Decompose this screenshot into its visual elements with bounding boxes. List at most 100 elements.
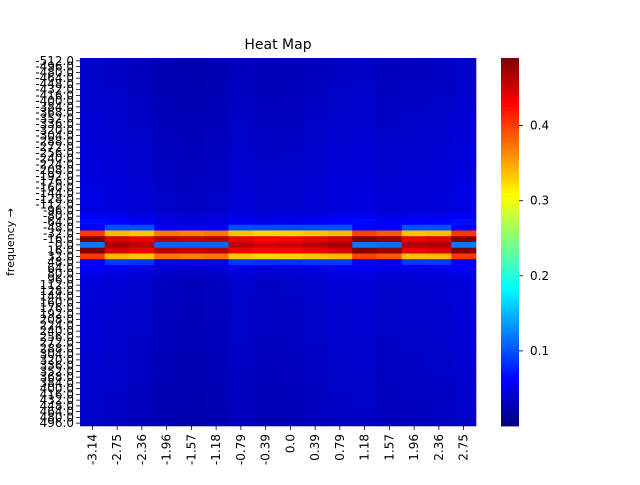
colorbar-segment <box>501 235 519 240</box>
heatmap-cell <box>278 316 304 323</box>
heatmap-cell <box>451 230 477 237</box>
heatmap-cell <box>302 247 328 254</box>
heatmap-cell <box>327 213 353 220</box>
heatmap-cell <box>278 420 304 427</box>
heatmap-cell <box>327 173 353 180</box>
y-tick-label: -64.0 <box>43 215 74 229</box>
heatmap-cell <box>179 345 205 352</box>
heatmap-cell <box>104 201 130 208</box>
heatmap-cell <box>154 334 180 341</box>
heatmap-cell <box>377 357 403 364</box>
heatmap-cell <box>253 247 279 254</box>
heatmap-cell <box>278 92 304 99</box>
heatmap-cell <box>327 207 353 214</box>
heatmap-cell <box>253 242 279 249</box>
x-tick-label: -2.36 <box>135 434 149 465</box>
heatmap-cell <box>451 270 477 277</box>
y-tick-label: 432.0 <box>40 393 74 407</box>
heatmap-cell <box>154 75 180 82</box>
colorbar-segment <box>501 334 519 338</box>
colorbar-segment <box>501 211 519 215</box>
heatmap-cell <box>228 414 254 421</box>
colorbar-segment <box>501 91 519 96</box>
heatmap-cell <box>228 385 254 392</box>
heatmap-cell <box>179 58 205 65</box>
heatmap-cell <box>179 328 205 335</box>
heatmap-cell <box>154 190 180 197</box>
heatmap-cell <box>129 173 155 180</box>
heatmap-cell <box>377 253 403 260</box>
colorbar-segment <box>501 192 519 197</box>
heatmap-cell <box>426 86 452 93</box>
heatmap-cell <box>129 420 155 427</box>
heatmap-cell <box>377 316 403 323</box>
heatmap-cell <box>104 98 130 105</box>
heatmap-cell <box>426 81 452 88</box>
heatmap-cell <box>352 132 378 139</box>
heatmap-cell <box>278 132 304 139</box>
heatmap-cell <box>327 305 353 312</box>
heatmap-cell <box>401 115 427 122</box>
heatmap-cell <box>451 144 477 151</box>
heatmap-cell <box>104 86 130 93</box>
heatmap-cell <box>327 420 353 427</box>
heatmap-cell <box>179 213 205 220</box>
colorbar-segment <box>501 422 519 427</box>
heatmap-cell <box>451 161 477 168</box>
heatmap-cell <box>302 322 328 329</box>
heatmap-cell <box>179 184 205 191</box>
heatmap-cell <box>451 328 477 335</box>
heatmap-cell <box>352 270 378 277</box>
heatmap-cell <box>104 167 130 174</box>
heatmap-cell <box>327 144 353 151</box>
heatmap-cell <box>104 368 130 375</box>
heatmap-cell <box>80 242 106 249</box>
heatmap-cell <box>426 270 452 277</box>
colorbar-segment <box>501 208 519 212</box>
y-tick-label: -48.0 <box>43 221 74 235</box>
heatmap-cell <box>179 311 205 318</box>
heatmap-cell <box>129 265 155 272</box>
heatmap-cell <box>253 98 279 105</box>
heatmap-cell <box>401 132 427 139</box>
heatmap-cell <box>228 403 254 410</box>
heatmap-cell <box>104 247 130 254</box>
heatmap-cell <box>278 109 304 116</box>
heatmap-cell <box>228 357 254 364</box>
heatmap-cell <box>426 155 452 162</box>
y-tick-label: -160.0 <box>35 180 74 194</box>
heatmap-cell <box>154 265 180 272</box>
heatmap-cell <box>203 328 229 335</box>
heatmap-cell <box>228 144 254 151</box>
heatmap-cell <box>401 92 427 99</box>
heatmap-cell <box>80 127 106 134</box>
heatmap-cell <box>302 403 328 410</box>
heatmap-cell <box>451 316 477 323</box>
heatmap-cell <box>203 403 229 410</box>
heatmap-cell <box>401 121 427 128</box>
heatmap-cell <box>253 196 279 203</box>
heatmap-cell <box>401 81 427 88</box>
x-tick-label: -1.57 <box>184 434 198 465</box>
heatmap-cell <box>203 150 229 157</box>
heatmap-cell <box>154 155 180 162</box>
heatmap-cell <box>451 104 477 111</box>
colorbar-segment <box>501 327 519 332</box>
heatmap-cell <box>154 132 180 139</box>
heatmap-cell <box>401 247 427 254</box>
heatmap-cell <box>426 98 452 105</box>
heatmap-cell <box>203 104 229 111</box>
heatmap-cell <box>401 213 427 220</box>
heatmap-cell <box>253 282 279 289</box>
y-axis-label: frequency → <box>4 208 17 276</box>
heatmap-cell <box>104 305 130 312</box>
heatmap-cell <box>80 380 106 387</box>
heatmap-cell <box>401 357 427 364</box>
heatmap-cell <box>426 259 452 266</box>
heatmap-cell <box>327 121 353 128</box>
heatmap-cell <box>179 299 205 306</box>
heatmap-cell <box>377 322 403 329</box>
heatmap-cell <box>401 345 427 352</box>
heatmap-cell <box>253 178 279 185</box>
heatmap-cell <box>302 58 328 65</box>
